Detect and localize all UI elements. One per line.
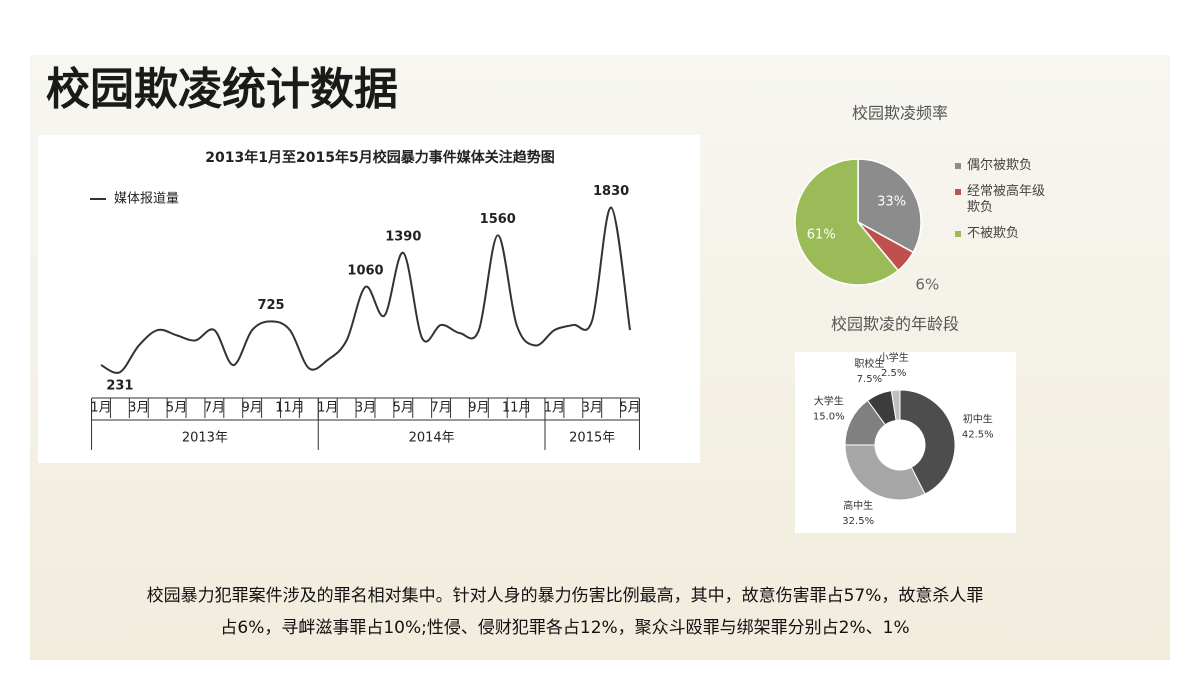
chart-title: 校园欺凌频率 <box>852 104 948 123</box>
data-label: 1830 <box>593 184 629 199</box>
donut-slice <box>844 444 926 501</box>
legend-swatch <box>955 189 961 195</box>
slice-label: 15.0% <box>813 412 845 423</box>
legend-label: 偶尔被欺负 <box>967 158 1033 173</box>
x-tick-label: 1月 <box>317 401 338 416</box>
slice-category: 大学生 <box>814 395 844 408</box>
x-tick-label: 7月 <box>430 401 451 416</box>
x-tick-label: 1月 <box>90 401 111 416</box>
x-tick-label: 9月 <box>242 401 263 416</box>
donut-slice <box>890 389 901 421</box>
x-tick-label: 5月 <box>166 401 187 416</box>
x-tick-label: 7月 <box>204 401 225 416</box>
legend-label: 媒体报道量 <box>114 192 179 207</box>
x-tick-label: 3月 <box>355 401 376 416</box>
data-label: 1560 <box>480 212 516 227</box>
slice-category: 小学生 <box>879 351 909 364</box>
donut-slice <box>899 389 956 495</box>
x-tick-label: 5月 <box>393 401 414 416</box>
x-tick-label: 1月 <box>544 401 565 416</box>
legend-label: 经常被高年级欺负 <box>967 184 1046 215</box>
slice-label: 42.5% <box>962 429 994 440</box>
paragraph-line: 占6%，寻衅滋事罪占10%;性侵、侵财犯罪各占12%，聚众斗殴罪与绑架罪分别占2… <box>220 618 909 638</box>
legend-swatch <box>955 231 961 237</box>
slice-category: 初中生 <box>963 412 993 425</box>
legend-label: 不被欺负 <box>967 226 1020 241</box>
group-label: 2013年 <box>182 431 228 446</box>
x-tick-label: 11月 <box>502 401 532 416</box>
legend-item: 偶尔被欺负 <box>955 158 1050 174</box>
slice-label: 2.5% <box>881 368 906 379</box>
paragraph-line: 校园暴力犯罪案件涉及的罪名相对集中。针对人身的暴力伤害比例最高，其中，故意伤害罪… <box>147 586 984 606</box>
slice-category: 职校生 <box>854 357 884 370</box>
line <box>100 206 631 374</box>
slide-title: 校园欺凌统计数据 <box>46 64 398 115</box>
legend-swatch <box>955 163 961 169</box>
x-tick-label: 3月 <box>582 401 603 416</box>
pie-slice <box>794 158 900 286</box>
x-tick-label: 5月 <box>619 401 640 416</box>
data-label: 231 <box>106 379 133 394</box>
chart-title: 校园欺凌的年龄段 <box>831 315 959 334</box>
slice-category: 高中生 <box>843 499 873 512</box>
legend-item: 经常被高年级欺负 <box>955 184 1050 216</box>
slice-label: 7.5% <box>857 374 882 385</box>
pie-slice <box>857 158 922 254</box>
slice-label: 32.5% <box>842 516 874 527</box>
slice-label: 33% <box>877 195 906 210</box>
slice-label: 61% <box>807 228 836 243</box>
data-label: 1390 <box>385 229 421 244</box>
x-tick-label: 9月 <box>468 401 489 416</box>
chart-title: 2013年1月至2015年5月校园暴力事件媒体关注趋势图 <box>205 149 554 166</box>
x-tick-label: 3月 <box>128 401 149 416</box>
group-label: 2014年 <box>409 431 455 446</box>
donut-bg <box>795 352 1016 533</box>
legend: 偶尔被欺负经常被高年级欺负不被欺负 <box>955 158 1050 252</box>
legend-item: 不被欺负 <box>955 226 1050 242</box>
group-label: 2015年 <box>569 431 615 446</box>
slice-label: 6% <box>915 276 939 294</box>
data-label: 725 <box>257 298 284 313</box>
x-tick-label: 11月 <box>275 401 305 416</box>
data-label: 1060 <box>347 263 383 278</box>
